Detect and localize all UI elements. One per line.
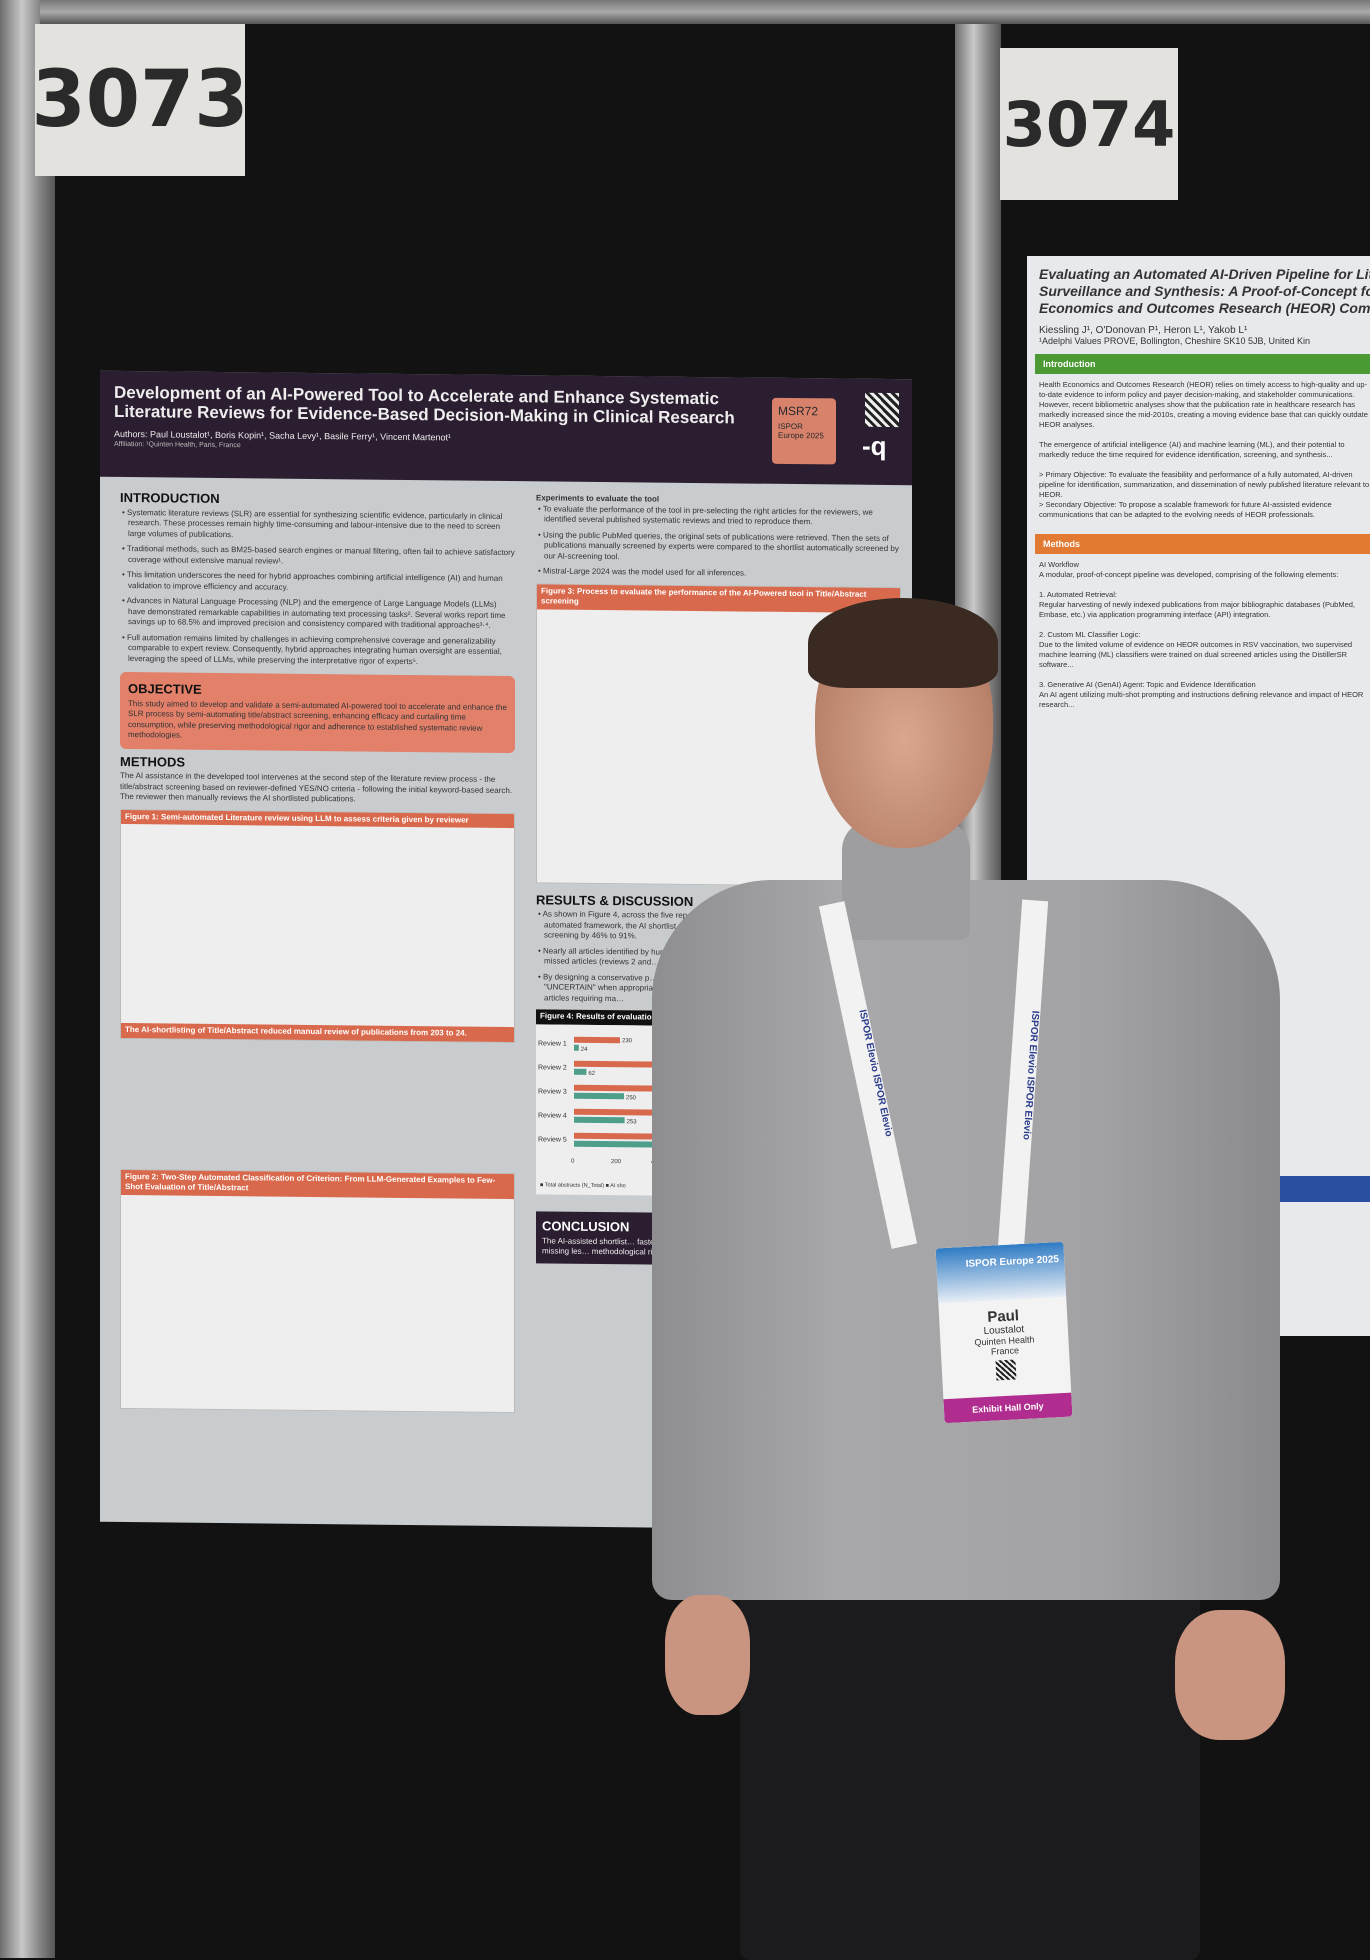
figure-1-caption: The AI-shortlisting of Title/Abstract re…: [121, 1022, 514, 1042]
objective-text: This study aimed to develop and validate…: [128, 698, 507, 740]
person-right-hand: [1175, 1610, 1285, 1740]
right-poster-authors: Kiessling J¹, O'Donovan P¹, Heron L¹, Ya…: [1039, 325, 1248, 336]
figure-2-title: Figure 2: Two-Step Automated Classificat…: [121, 1169, 514, 1199]
booth-number-3073: 3073: [31, 24, 249, 176]
right-title-line: Economics and Outcomes Research (HEOR) C…: [1039, 300, 1370, 316]
category-label: Review 1: [538, 1040, 567, 1047]
right-methods-text: AI Workflow A modular, proof-of-concept …: [1039, 560, 1364, 709]
methods-heading: METHODS: [120, 753, 185, 770]
poster-code-badge: MSR72 ISPOR Europe 2025: [772, 397, 836, 465]
qr-code-icon: [865, 392, 899, 428]
bullet-item: To evaluate the performance of the tool …: [536, 504, 901, 529]
booth-number-3074: 3074: [1000, 48, 1178, 200]
frame-top-bar: [40, 0, 1370, 24]
objective-box: OBJECTIVE This study aimed to develop an…: [120, 671, 515, 753]
bullet-item: Mistral-Large 2024 was the model used fo…: [536, 566, 901, 580]
bar-shortlisted-label: 24: [581, 1046, 588, 1052]
right-title-line: Surveillance and Synthesis: A Proof-of-C…: [1039, 283, 1370, 299]
right-title-line: Evaluating an Automated AI-Driven Pipeli…: [1039, 266, 1370, 282]
poster-code: MSR72: [778, 403, 819, 419]
bar-shortlisted: [574, 1092, 624, 1099]
bar-shortlisted: [574, 1068, 587, 1075]
figure-2: Figure 2: Two-Step Automated Classificat…: [120, 1168, 515, 1413]
bullet-item: Using the public PubMed queries, the ori…: [536, 530, 901, 565]
bar-shortlisted-label: 62: [588, 1070, 595, 1076]
chart-legend: ■ Total abstracts (N_Total) ■ AI sho: [540, 1182, 626, 1189]
bar-shortlisted: [574, 1140, 666, 1148]
frame-pole-left: [0, 0, 55, 1958]
poster-title: Development of an AI-Powered Tool to Acc…: [114, 382, 735, 428]
category-label: Review 5: [538, 1136, 567, 1143]
person-hair: [808, 598, 998, 688]
bar-shortlisted: [574, 1044, 579, 1051]
bullet-item: Advances in Natural Language Processing …: [120, 596, 515, 632]
quinten-logo: -q: [862, 430, 887, 461]
bullet-item: Systematic literature reviews (SLR) are …: [120, 507, 515, 543]
poster-header: Development of an AI-Powered Tool to Acc…: [100, 370, 912, 486]
right-poster-affiliation: ¹Adelphi Values PROVE, Bollington, Chesh…: [1039, 336, 1310, 346]
bar-total: [574, 1036, 620, 1043]
right-intro-text: Health Economics and Outcomes Research (…: [1039, 380, 1370, 519]
bar-total: [574, 1108, 669, 1116]
badge-qr-icon: [995, 1359, 1017, 1381]
objective-heading: OBJECTIVE: [128, 681, 202, 697]
bar-shortlisted-label: 250: [626, 1095, 637, 1101]
category-label: Review 4: [538, 1112, 567, 1119]
bullet-item: This limitation underscores the need for…: [120, 570, 515, 595]
introduction-list: Systematic literature reviews (SLR) are …: [120, 507, 515, 668]
right-methods-heading: Methods: [1035, 534, 1370, 554]
introduction-heading: INTRODUCTION: [120, 489, 220, 507]
person-trousers: [740, 1540, 1200, 1960]
bar-shortlisted: [574, 1116, 625, 1123]
name-badge: ISPOR Europe 2025 Paul Loustalot Quinten…: [935, 1241, 1073, 1424]
x-tick-label: 0: [571, 1158, 575, 1164]
figure-1: Figure 1: Semi-automated Literature revi…: [120, 808, 515, 1043]
bullet-item: Traditional methods, such as BM25-based …: [120, 544, 515, 569]
poster-event: ISPOR Europe 2025: [778, 421, 824, 441]
bar-total-label: 230: [622, 1038, 633, 1044]
experiments-list: To evaluate the performance of the tool …: [536, 504, 901, 581]
bullet-item: Full automation remains limited by chall…: [120, 632, 515, 668]
x-tick-label: 200: [611, 1159, 622, 1165]
badge-event: ISPOR Europe 2025: [935, 1241, 1067, 1304]
person-left-hand: [665, 1595, 750, 1715]
right-poster-title: Evaluating an Automated AI-Driven Pipeli…: [1039, 266, 1370, 317]
category-label: Review 3: [538, 1088, 567, 1095]
bar-shortlisted-label: 253: [627, 1119, 638, 1125]
person-sweater: [652, 880, 1280, 1600]
bar-total: [574, 1084, 673, 1092]
methods-text: The AI assistance in the developed tool …: [120, 770, 513, 804]
poster-left-column: INTRODUCTION Systematic literature revie…: [120, 489, 515, 1413]
figure-1-title: Figure 1: Semi-automated Literature revi…: [121, 809, 514, 829]
category-label: Review 2: [538, 1064, 567, 1071]
right-intro-heading: Introduction: [1035, 354, 1370, 374]
